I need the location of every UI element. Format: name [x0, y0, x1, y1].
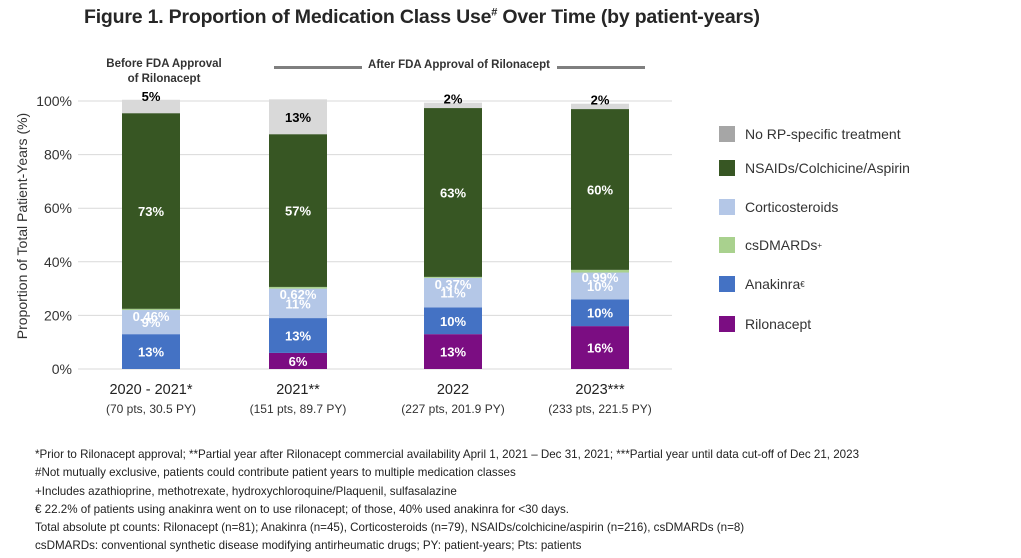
legend-label: Rilonacept [745, 316, 812, 332]
bar-segment [269, 134, 327, 287]
legend-swatch [719, 160, 735, 176]
bar-segment [122, 334, 180, 369]
legend-item: Rilonacept [719, 315, 811, 333]
data-label: 0.99% [582, 270, 619, 285]
data-label: 16% [587, 341, 613, 356]
data-label: 60% [587, 182, 613, 197]
legend-item: No RP-specific treatment [719, 125, 901, 143]
legend-swatch [719, 126, 735, 142]
figure-title: Figure 1. Proportion of Medication Class… [84, 6, 760, 29]
bar-segment [269, 286, 327, 289]
legend-swatch [719, 199, 735, 215]
legend-superscript: + [817, 240, 823, 250]
bar-segment [571, 299, 629, 327]
x-tick-label: 2020 - 2021* [109, 382, 192, 398]
data-label: 2% [444, 92, 463, 107]
y-tick-label: 100% [36, 93, 72, 109]
bar-segment [269, 288, 327, 319]
data-label: 5% [142, 89, 161, 104]
after-approval-label: After FDA Approval of Rilonacept [368, 59, 550, 71]
data-label: 11% [440, 286, 466, 301]
legend-label: Corticosteroids [745, 199, 839, 215]
title-text: Figure 1. Proportion of Medication Class… [84, 6, 492, 28]
legend-item: NSAIDs/Colchicine/Aspirin [719, 159, 910, 177]
data-label: 57% [285, 204, 311, 219]
bar-segment [424, 307, 482, 335]
legend-label: csDMARDs [745, 237, 818, 253]
x-tick-label: 2021** [276, 382, 320, 398]
y-tick-label: 20% [44, 307, 72, 323]
title-suffix: Over Time (by patient-years) [497, 6, 760, 28]
title-superscript: # [491, 6, 498, 19]
after-approval-line-left [274, 66, 362, 69]
footnote-6: csDMARDs: conventional synthetic disease… [35, 539, 582, 553]
footnote-3: +Includes azathioprine, methotrexate, hy… [35, 484, 457, 498]
legend-label: NSAIDs/Colchicine/Aspirin [745, 160, 910, 176]
stacked-bar-chart: 0% 20% 40% 60% 80% 100% 13% 9%0.46% 73% 5% 2020 - … [36, 89, 672, 416]
bar-segment [424, 334, 482, 369]
bar-segment [424, 276, 482, 278]
legend-item: csDMARDs + [719, 236, 822, 254]
legend-swatch [719, 316, 735, 332]
bar-segment [571, 103, 629, 110]
bar-segment [571, 272, 629, 300]
data-label: 13% [138, 345, 164, 360]
bar-segment [122, 308, 180, 311]
data-label: 2% [591, 93, 610, 108]
x-tick-sublabel: (70 pts, 30.5 PY) [106, 402, 196, 416]
before-approval-label: Before FDA Approval of Rilonacept [98, 57, 230, 87]
y-tick-label: 80% [44, 147, 72, 163]
data-label: 0.62% [280, 287, 317, 302]
bar-segment [424, 108, 482, 277]
legend-label: No RP-specific treatment [745, 126, 901, 142]
data-label: 11% [285, 296, 311, 311]
bar-segment [571, 109, 629, 270]
data-label: 13% [440, 345, 466, 360]
y-tick-label: 60% [44, 200, 72, 216]
x-tick-label: 2023*** [575, 382, 625, 398]
y-tick-label: 40% [44, 254, 72, 270]
x-tick-sublabel: (233 pts, 221.5 PY) [548, 402, 651, 416]
footnote-5: Total absolute pt counts: Rilonacept (n=… [35, 521, 745, 535]
data-label: 73% [138, 204, 164, 219]
data-label: 10% [587, 279, 613, 294]
bar-segment [269, 352, 327, 369]
data-label: 9% [142, 315, 161, 330]
y-tick-label: 0% [52, 361, 72, 377]
footnote-1: *Prior to Rilonacept approval; **Partial… [35, 448, 860, 461]
data-label: 6% [289, 354, 308, 369]
footnote-4: € 22.2% of patients using anakinra went … [35, 502, 569, 516]
legend-item: Anakinra € [719, 275, 805, 293]
footnote-2: #Not mutually exclusive, patients could … [35, 466, 516, 480]
data-label: 10% [440, 314, 466, 329]
x-tick-sublabel: (151 pts, 89.7 PY) [250, 402, 347, 416]
before-approval-line1: Before FDA Approval [106, 58, 222, 70]
before-approval-line2: of Rilonacept [127, 73, 201, 85]
legend-swatch [719, 237, 735, 253]
data-label: 13% [285, 329, 311, 344]
footnotes: *Prior to Rilonacept approval; **Partial… [35, 446, 859, 556]
legend-item: Corticosteroids [719, 198, 838, 216]
data-label: 10% [587, 306, 613, 321]
bar-segment [424, 102, 482, 109]
data-label: 0.46% [133, 309, 170, 324]
after-approval-line-right [557, 66, 645, 69]
bar-segment [571, 269, 629, 273]
data-label: 13% [285, 110, 311, 125]
bar-segment [122, 113, 180, 309]
data-label: 0.37% [435, 277, 472, 292]
bar-segment [571, 326, 629, 369]
bar-segment [424, 277, 482, 308]
bar-segment [269, 99, 327, 135]
x-tick-sublabel: (227 pts, 201.9 PY) [401, 402, 504, 416]
bar-segment [269, 318, 327, 353]
legend-swatch [719, 276, 735, 292]
bar-segment [122, 99, 180, 114]
x-tick-label: 2022 [437, 382, 469, 398]
legend-superscript: € [800, 279, 805, 289]
bar-segment [122, 310, 180, 335]
data-label: 63% [440, 185, 466, 200]
legend-label: Anakinra [745, 276, 801, 292]
